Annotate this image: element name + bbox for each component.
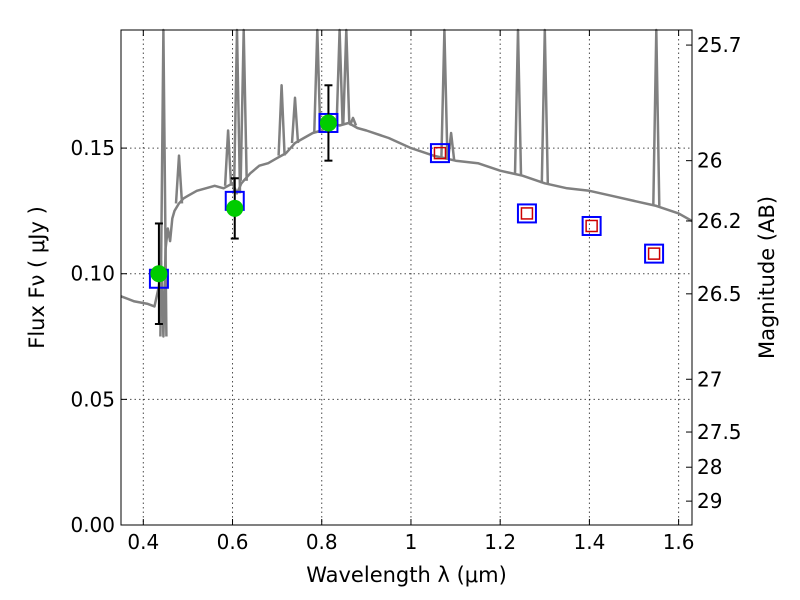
observed-photometry-point bbox=[226, 199, 244, 217]
x-tick-label: 1.6 bbox=[663, 530, 695, 554]
emission-line-spike bbox=[239, 28, 248, 181]
right-tick-label: 29 bbox=[697, 489, 722, 513]
x-tick-label: 0.8 bbox=[306, 530, 338, 554]
x-tick-label: 0.6 bbox=[217, 530, 249, 554]
x-tick-label: 1.4 bbox=[573, 530, 605, 554]
photometry-markers bbox=[148, 84, 665, 325]
right-tick-label: 27.5 bbox=[697, 420, 742, 444]
emission-line-spike bbox=[335, 28, 344, 126]
emission-line-spike bbox=[232, 28, 242, 194]
axis-ticks: 0.4 0.6 0.8 1 1.2 1.4 1.6 0.00 0.05 0.10 0.15 25.7 2… bbox=[70, 30, 742, 554]
y-axis-label: Flux Fν ( μJy ) bbox=[25, 206, 49, 349]
right-tick-label: 27 bbox=[697, 367, 722, 391]
emission-line-spike bbox=[277, 84, 286, 156]
emission-line-spike bbox=[652, 28, 661, 206]
right-tick-label: 25.7 bbox=[697, 33, 742, 57]
emission-line-spike bbox=[348, 116, 358, 126]
limit-photometry-square bbox=[647, 247, 661, 260]
x-tick-label: 1 bbox=[405, 530, 418, 554]
emission-line-spike bbox=[440, 28, 449, 159]
x-tick-label: 1.2 bbox=[484, 530, 516, 554]
observed-photometry-point bbox=[319, 114, 337, 132]
y-tick-label: 0.15 bbox=[70, 136, 115, 160]
plot-frame bbox=[120, 29, 693, 526]
right-axis-label: Magnitude (AB) bbox=[755, 196, 779, 359]
emission-line-spike bbox=[290, 96, 300, 144]
model-photometry-square bbox=[581, 215, 602, 236]
limit-photometry-square bbox=[433, 146, 447, 160]
right-tick-label: 26.2 bbox=[697, 209, 742, 233]
right-tick-label: 26 bbox=[697, 149, 722, 173]
spectrum-line bbox=[120, 121, 693, 338]
emission-line-spike bbox=[540, 28, 550, 184]
y-tick-label: 0.05 bbox=[70, 387, 115, 411]
emission-line-spike bbox=[513, 28, 523, 175]
model-spectrum bbox=[120, 28, 693, 338]
emission-line-spike bbox=[342, 28, 351, 124]
observed-photometry-point bbox=[150, 265, 168, 283]
emission-line-spike bbox=[223, 129, 233, 186]
limit-photometry-square bbox=[520, 207, 534, 220]
emission-line-spike bbox=[174, 154, 184, 204]
y-tick-label: 0.10 bbox=[70, 262, 115, 286]
y-tick-label: 0.00 bbox=[70, 513, 115, 537]
limit-photometry-square bbox=[585, 219, 598, 233]
x-axis-label: Wavelength λ (μm) bbox=[306, 563, 507, 587]
model-photometry-square bbox=[429, 143, 450, 164]
model-photometry-square bbox=[644, 243, 665, 264]
x-tick-label: 0.4 bbox=[127, 530, 159, 554]
right-tick-label: 26.5 bbox=[697, 282, 742, 306]
right-tick-label: 28 bbox=[697, 455, 722, 479]
model-photometry-square bbox=[516, 203, 537, 224]
gridlines bbox=[121, 30, 692, 525]
